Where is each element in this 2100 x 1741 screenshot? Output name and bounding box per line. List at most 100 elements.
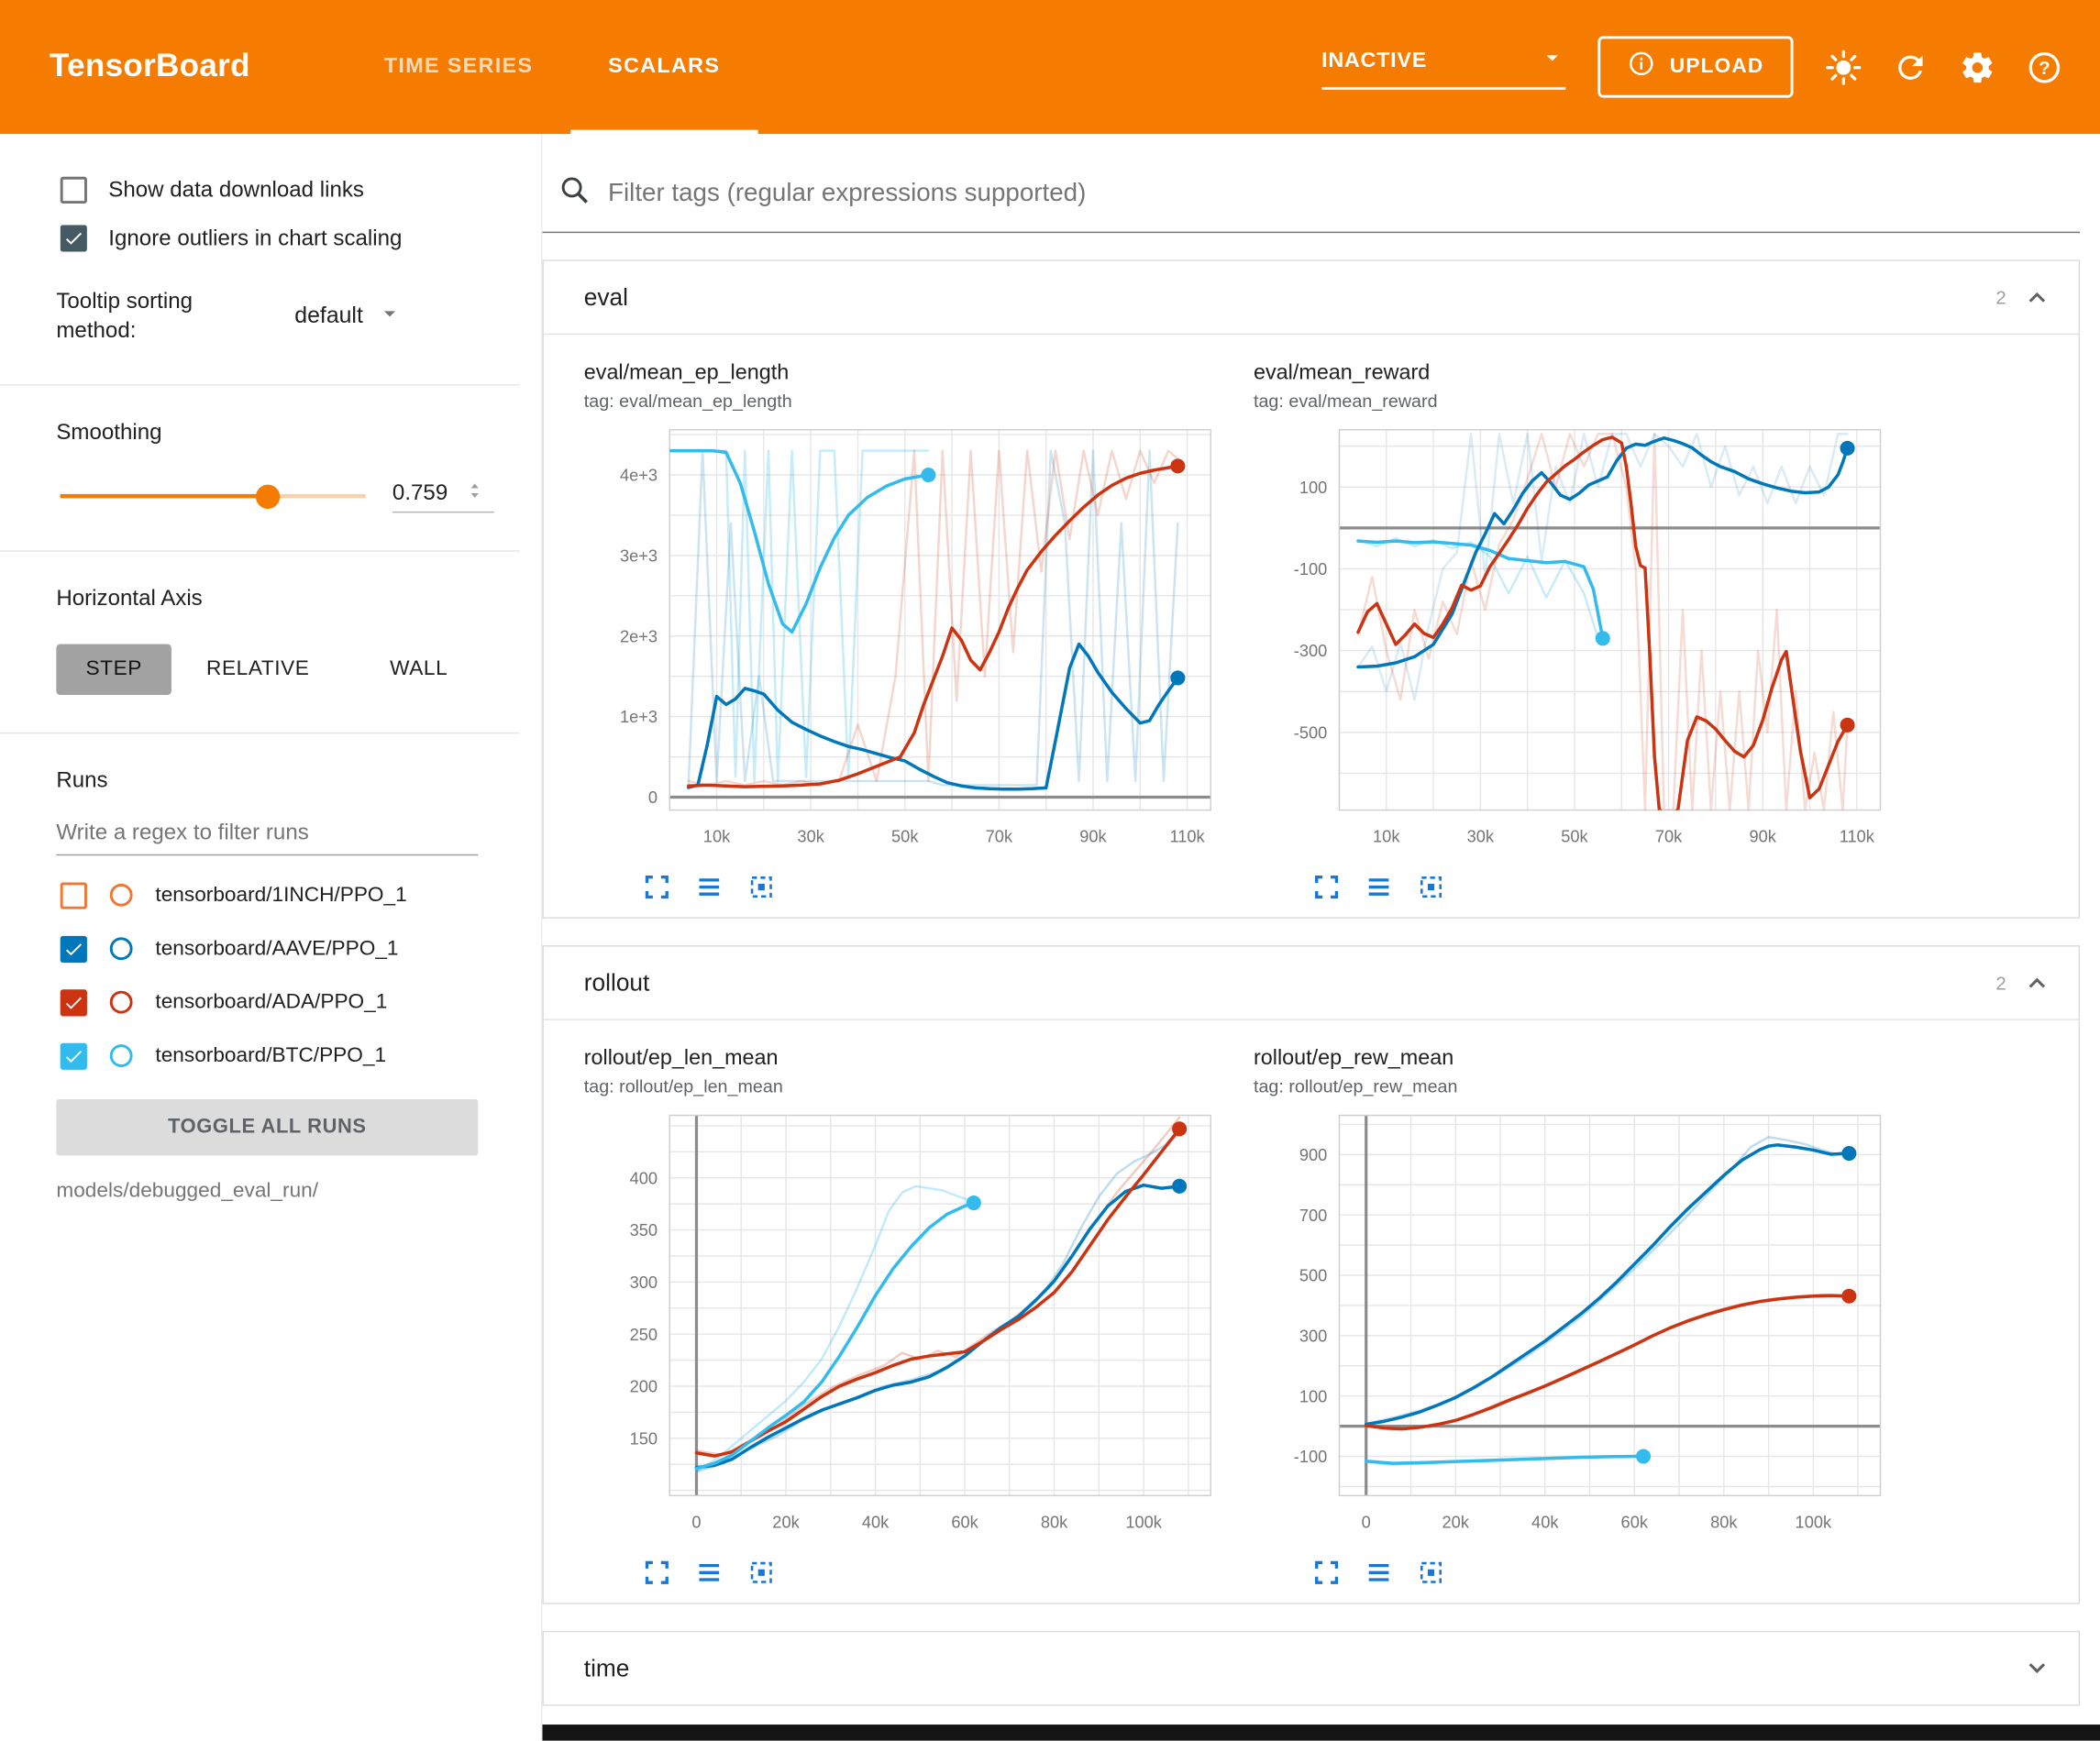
chart-toolbar: [1312, 1559, 1896, 1587]
svg-text:0: 0: [691, 1512, 701, 1531]
toggle-all-runs-button[interactable]: TOGGLE ALL RUNS: [56, 1098, 479, 1155]
ignore-outliers-option[interactable]: Ignore outliers in chart scaling: [60, 225, 541, 252]
chevron-down-icon[interactable]: [2022, 1654, 2051, 1683]
data-menu-icon[interactable]: [695, 1559, 724, 1587]
data-menu-icon[interactable]: [695, 873, 724, 901]
fit-data-icon[interactable]: [747, 873, 776, 901]
divider: [0, 732, 520, 733]
svg-text:60k: 60k: [951, 1512, 978, 1531]
checkbox-checked-icon[interactable]: [60, 225, 87, 252]
svg-text:100: 100: [1299, 1386, 1327, 1405]
svg-text:300: 300: [1299, 1326, 1327, 1345]
svg-text:100k: 100k: [1796, 1512, 1832, 1531]
smoothing-slider[interactable]: [60, 483, 366, 510]
fit-data-icon[interactable]: [1417, 873, 1445, 901]
chart-canvas[interactable]: 10k 30k 50k 70k 90k 110k 100 -100 -300 -500: [1254, 416, 1896, 865]
scalar-line-chart[interactable]: 10k 30k 50k 70k 90k 110k 100 -100 -300 -500: [1254, 416, 1896, 858]
section-header-eval[interactable]: eval 2: [544, 261, 2079, 334]
svg-text:1e+3: 1e+3: [620, 707, 658, 726]
run-row[interactable]: tensorboard/ADA/PPO_1: [60, 975, 541, 1029]
tooltip-sorting-value: default: [294, 303, 363, 329]
expand-icon[interactable]: [1312, 873, 1341, 901]
refresh-icon[interactable]: [1893, 49, 1929, 84]
run-label: tensorboard/ADA/PPO_1: [155, 990, 388, 1013]
scalar-line-chart[interactable]: 0 20k 40k 60k 80k 100k -100 100 300 500 700 900: [1254, 1102, 1896, 1544]
tab-scalars[interactable]: SCALARS: [570, 0, 757, 135]
svg-text:100k: 100k: [1125, 1512, 1162, 1531]
run-row[interactable]: tensorboard/BTC/PPO_1: [60, 1029, 541, 1082]
run-checkbox[interactable]: [60, 988, 87, 1016]
svg-text:90k: 90k: [1749, 827, 1776, 846]
chart-widget: eval/mean_reward tag: eval/mean_reward 1…: [1227, 361, 1896, 901]
data-source-select[interactable]: INACTIVE: [1321, 44, 1565, 90]
tab-time-series[interactable]: TIME SERIES: [383, 54, 534, 78]
data-menu-icon[interactable]: [1365, 1559, 1393, 1587]
chart-widget: rollout/ep_rew_mean tag: rollout/ep_rew_…: [1227, 1047, 1896, 1587]
chevron-up-icon[interactable]: [2022, 968, 2051, 997]
scalar-line-chart[interactable]: 10k 30k 50k 70k 90k 110k 0 1e+3 2e+3 3e+3 4e+3: [584, 416, 1227, 858]
stepper-icon[interactable]: [465, 480, 485, 507]
divider: [0, 383, 520, 385]
section-header-rollout[interactable]: rollout 2: [544, 947, 2079, 1019]
help-icon[interactable]: ?: [2027, 49, 2062, 84]
svg-text:500: 500: [1299, 1266, 1327, 1285]
tag-filter-input[interactable]: [608, 178, 2081, 209]
run-checkbox[interactable]: [60, 935, 87, 963]
settings-icon[interactable]: [1960, 49, 1995, 84]
svg-text:40k: 40k: [862, 1512, 890, 1531]
expand-icon[interactable]: [643, 873, 671, 901]
svg-text:0: 0: [648, 788, 658, 807]
expand-icon[interactable]: [1312, 1559, 1341, 1587]
svg-text:10k: 10k: [703, 827, 731, 846]
checkbox-unchecked-icon[interactable]: [60, 176, 87, 204]
svg-text:110k: 110k: [1840, 827, 1875, 846]
svg-text:30k: 30k: [797, 827, 824, 846]
chart-tag: tag: eval/mean_ep_length: [583, 391, 792, 412]
tooltip-sorting-select[interactable]: default: [294, 300, 403, 334]
bottom-edge-strip: [542, 1724, 2100, 1741]
chart-title: rollout/ep_len_mean: [583, 1047, 779, 1070]
svg-text:?: ?: [2039, 57, 2050, 78]
slider-fill: [60, 493, 269, 499]
section-count: 2: [1995, 286, 2006, 308]
section-count: 2: [1995, 972, 2006, 994]
chevron-up-icon[interactable]: [2022, 282, 2051, 312]
svg-text:700: 700: [1299, 1206, 1327, 1225]
brightness-icon[interactable]: [1826, 49, 1862, 85]
chart-canvas[interactable]: 0 20k 40k 60k 80k 100k -100 100 300 500 700 900: [1254, 1102, 1896, 1550]
upload-button[interactable]: UPLOAD: [1597, 36, 1794, 98]
data-menu-icon[interactable]: [1365, 873, 1393, 901]
runs-list: tensorboard/1INCH/PPO_1 tensorboard/AAVE/…: [60, 868, 541, 1083]
slider-thumb[interactable]: [255, 484, 281, 509]
show-download-links-option[interactable]: Show data download links: [60, 176, 541, 204]
expand-icon[interactable]: [643, 1559, 671, 1587]
axis-option-relative[interactable]: RELATIVE: [206, 644, 309, 694]
app-title: TensorBoard: [50, 48, 250, 85]
svg-text:-300: -300: [1294, 641, 1328, 660]
info-icon: [1627, 50, 1655, 84]
svg-text:200: 200: [630, 1377, 658, 1396]
axis-option-step[interactable]: STEP: [56, 643, 172, 695]
run-row[interactable]: tensorboard/AAVE/PPO_1: [60, 922, 541, 975]
run-checkbox[interactable]: [60, 881, 87, 909]
axis-option-wall[interactable]: WALL: [390, 644, 448, 694]
horizontal-axis-buttons: STEP RELATIVE WALL: [56, 643, 458, 695]
section-header-time[interactable]: time: [544, 1632, 2079, 1704]
scalar-line-chart[interactable]: 0 20k 40k 60k 80k 100k 150 200 250 300 350 400: [584, 1102, 1227, 1544]
chart-toolbar: [1312, 873, 1896, 901]
smoothing-value-input[interactable]: [392, 480, 465, 507]
chart-canvas[interactable]: 0 20k 40k 60k 80k 100k 150 200 250 300 350 400: [584, 1102, 1227, 1550]
run-row[interactable]: tensorboard/1INCH/PPO_1: [60, 868, 541, 921]
svg-text:-100: -100: [1294, 559, 1328, 578]
run-checkbox[interactable]: [60, 1042, 87, 1070]
svg-text:20k: 20k: [772, 1512, 800, 1531]
chevron-down-icon: [376, 300, 403, 334]
chevron-down-icon: [1539, 44, 1565, 78]
fit-data-icon[interactable]: [747, 1559, 776, 1587]
svg-text:300: 300: [630, 1273, 658, 1292]
fit-data-icon[interactable]: [1417, 1559, 1445, 1587]
option-label: Show data download links: [108, 177, 364, 202]
runs-filter-input[interactable]: [56, 811, 479, 855]
svg-text:350: 350: [630, 1220, 658, 1240]
chart-canvas[interactable]: 10k 30k 50k 70k 90k 110k 0 1e+3 2e+3 3e+3 4e+3: [584, 416, 1227, 865]
